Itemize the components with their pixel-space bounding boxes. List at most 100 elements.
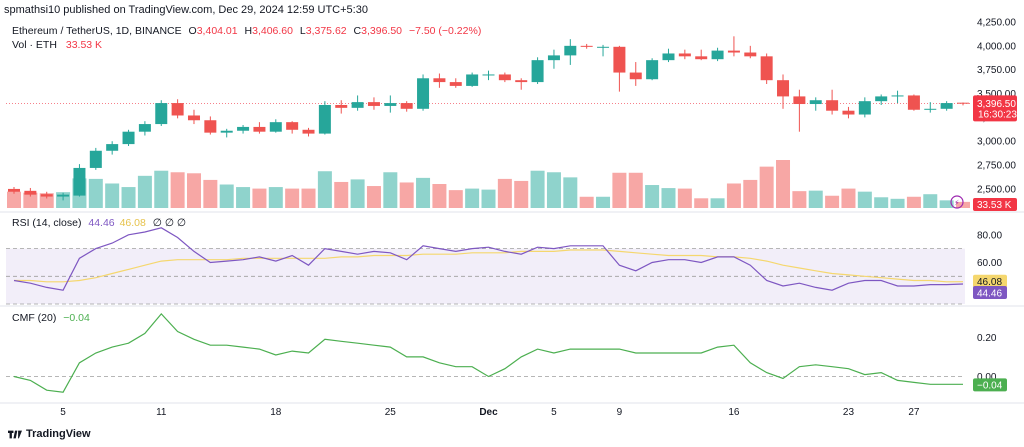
time-axis-tick: 9	[617, 407, 623, 418]
volume-line: Vol · ETH 33.53 K	[12, 38, 481, 52]
volume-bar	[923, 194, 938, 208]
candle-body	[858, 101, 871, 115]
volume-bar	[317, 171, 332, 208]
candle-body	[286, 122, 299, 130]
last-price-tag	[973, 95, 1017, 122]
low-value: 3,375.62	[305, 25, 347, 37]
time-axis-tick: 11	[156, 407, 167, 418]
volume-bar	[841, 188, 856, 208]
candle-body	[269, 122, 282, 132]
countdown-label: 16:30:23	[978, 109, 1017, 120]
candle-body	[73, 167, 86, 196]
rsi-legend: RSI (14, close) 44.46 46.08 ∅ ∅ ∅	[12, 217, 186, 229]
rsi-extra: ∅ ∅ ∅	[152, 217, 187, 229]
candle-body	[171, 103, 184, 116]
candle-body	[40, 194, 53, 197]
cmf-tag	[973, 378, 1007, 392]
rsi-line	[13, 227, 964, 291]
price-axis-tick: 2,500.00	[977, 184, 1016, 195]
candle-body	[809, 100, 822, 105]
candle-body	[417, 78, 430, 109]
candle-body	[106, 144, 119, 151]
candle-body	[924, 108, 937, 110]
candle-body	[760, 56, 773, 81]
last-price-label: 3,396.50	[977, 99, 1016, 110]
volume-bar	[776, 160, 791, 208]
candle-body	[629, 72, 642, 80]
candle-body	[482, 74, 495, 76]
volume-bar	[432, 184, 447, 208]
candle-body	[580, 45, 593, 47]
volume-bar	[219, 184, 234, 208]
price-axis-tick: 4,000.00	[977, 41, 1016, 52]
volume-bar	[759, 166, 774, 208]
time-axis-tick: 5	[551, 407, 557, 418]
rsi-ma-value: 46.08	[119, 217, 146, 229]
price-axis-tick: 3,500.00	[977, 89, 1016, 100]
candle-body	[498, 74, 511, 81]
lightning-icon	[950, 195, 964, 209]
volume-bar	[677, 188, 692, 208]
high-value: 3,406.60	[252, 25, 293, 37]
volume-bar	[792, 191, 807, 208]
volume-bar	[170, 172, 185, 208]
time-axis-tick: 16	[728, 407, 740, 418]
volume-bar	[645, 185, 660, 208]
lightning-glyph: ⚡	[954, 199, 960, 208]
candle-body	[678, 53, 691, 57]
candle-body	[547, 55, 560, 61]
price-axis-tick: 4,250.00	[977, 18, 1016, 29]
volume-bar	[465, 188, 480, 208]
volume-bar	[334, 181, 349, 208]
volume-bar	[530, 170, 545, 208]
candle-body	[187, 115, 200, 121]
volume-bar	[546, 172, 561, 208]
cmf-legend: CMF (20) −0.04	[12, 312, 90, 324]
volume-bar	[874, 197, 889, 208]
candle-body	[695, 56, 708, 60]
rsi-tag	[973, 285, 1007, 299]
candle-body	[318, 104, 331, 134]
volume-bar	[563, 177, 578, 208]
candle-body	[335, 104, 348, 108]
candle-body	[744, 52, 757, 57]
candle-body	[253, 126, 266, 132]
candle-body	[777, 80, 790, 97]
volume-bar	[808, 190, 823, 208]
volume-bar	[186, 173, 201, 208]
volume-bar	[481, 189, 496, 208]
candle-body	[531, 60, 544, 83]
candle-body	[433, 78, 446, 83]
volume-bar	[710, 198, 725, 208]
volume-bar	[121, 187, 136, 208]
volume-bar	[694, 198, 709, 208]
rsi-ma-line	[14, 249, 964, 283]
candle-body	[907, 95, 920, 110]
brand-label: TradingView	[26, 428, 91, 440]
rsi-tag-label: 44.46	[977, 288, 1002, 299]
time-axis-tick: 27	[908, 407, 920, 418]
change-value: −7.50 (−0.22%)	[408, 25, 482, 37]
rsi-value: 44.46	[88, 217, 115, 229]
volume-bar	[236, 187, 251, 208]
volume-bar	[268, 187, 283, 208]
rsi-ma-tag	[973, 274, 1007, 288]
candle-body	[449, 82, 462, 86]
rsi-title: RSI (14, close)	[12, 217, 82, 229]
cmf-line	[13, 312, 963, 393]
volume-bar	[301, 188, 316, 208]
volume-bar	[252, 188, 267, 208]
publisher-line: spmathsi10 published on TradingView.com,…	[4, 4, 368, 16]
candle-body	[662, 53, 675, 61]
candle-body	[400, 103, 413, 109]
candle-body	[24, 190, 37, 195]
volume-bar	[366, 186, 381, 208]
volume-bar	[285, 188, 300, 208]
time-axis-tick: 5	[60, 407, 66, 418]
volume-value: 33.53 K	[65, 39, 103, 51]
volume-tag-label: 33.53 K	[977, 200, 1012, 211]
candle-body	[515, 80, 528, 83]
volume-bar	[7, 191, 21, 208]
cmf-title: CMF (20)	[12, 312, 57, 324]
